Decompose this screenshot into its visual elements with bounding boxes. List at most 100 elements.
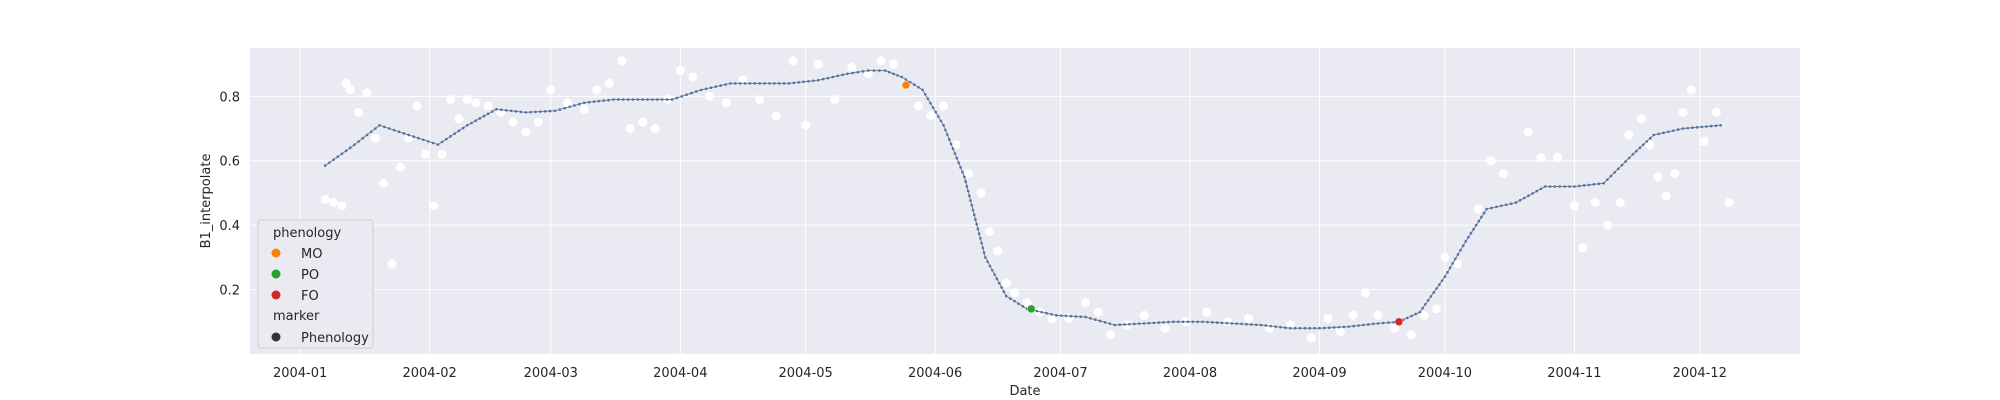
x-tick-label: 2004-08 [1163, 366, 1217, 381]
line-point [763, 82, 766, 85]
line-point [361, 136, 365, 140]
scatter-point [771, 111, 781, 121]
line-point [856, 70, 860, 74]
line-point [812, 79, 815, 83]
line-point [972, 213, 976, 217]
line-point [1303, 326, 1307, 330]
scatter-point [1615, 198, 1625, 208]
line-point [1405, 316, 1409, 320]
line-point [1323, 326, 1326, 330]
scatter-point [1603, 220, 1613, 230]
line-point [500, 108, 503, 112]
line-point [519, 110, 523, 114]
line-point [1681, 127, 1685, 130]
line-point [1440, 279, 1444, 282]
line-point [1631, 152, 1635, 156]
line-point [348, 146, 352, 150]
line-point [563, 106, 567, 110]
scatter-point [1348, 310, 1358, 320]
line-point [568, 105, 571, 109]
scatter-point [1724, 198, 1734, 208]
scatter-point [341, 78, 351, 88]
line-point [407, 133, 411, 137]
line-point [1480, 215, 1483, 219]
line-point [917, 85, 920, 89]
line-point [626, 98, 630, 101]
line-point [957, 161, 961, 165]
line-point [976, 227, 980, 231]
line-point [1103, 321, 1107, 324]
line-point [1414, 312, 1417, 316]
line-point [482, 114, 486, 118]
line-point [397, 130, 401, 134]
line-point [1269, 324, 1273, 328]
line-point [923, 93, 927, 96]
line-point [1657, 132, 1660, 136]
scatter-point [913, 101, 923, 111]
line-point [1308, 326, 1312, 330]
line-point [1352, 324, 1355, 328]
line-point [861, 70, 865, 73]
scatter-point [533, 117, 543, 127]
line-point [534, 110, 537, 114]
scatter-point [617, 56, 627, 66]
scatter-point [395, 162, 405, 172]
scatter-point [1678, 107, 1688, 117]
scatter-point [1285, 320, 1295, 330]
scatter-point [429, 201, 439, 211]
line-point [436, 143, 440, 146]
line-point [1667, 130, 1670, 134]
line-point [1118, 323, 1121, 327]
line-point [607, 98, 610, 102]
line-point [1592, 183, 1596, 186]
line-point [816, 78, 820, 82]
scatter-point [1373, 310, 1383, 320]
line-point [675, 96, 679, 100]
y-tick-label: 0.8 [219, 90, 240, 105]
line-point [966, 189, 970, 193]
scatter-point [387, 259, 397, 269]
scatter-point [625, 124, 635, 134]
line-point [587, 100, 591, 104]
legend-phenology-marker [271, 332, 281, 342]
line-point [1662, 131, 1665, 135]
line-point [1167, 320, 1170, 324]
line-point [1225, 321, 1229, 325]
phenology-point-fo [1394, 317, 1404, 327]
scatter-point [1578, 243, 1588, 253]
line-point [986, 260, 989, 263]
line-point [1451, 262, 1455, 265]
scatter-point [604, 78, 614, 88]
line-point [1064, 314, 1068, 318]
y-tick-label: 0.6 [219, 155, 240, 170]
line-point [1676, 128, 1680, 131]
line-point [1613, 171, 1616, 174]
line-point [963, 175, 966, 179]
line-point [904, 78, 908, 81]
line-point [975, 222, 979, 226]
line-point [1539, 187, 1543, 191]
line-point [1235, 322, 1238, 325]
scatter-point [976, 188, 986, 198]
line-point [841, 73, 844, 77]
line-point [1435, 287, 1438, 290]
scatter-point [876, 56, 886, 66]
scatter-point [813, 59, 823, 69]
line-point [704, 87, 708, 91]
line-point [836, 74, 839, 78]
line-point [1004, 294, 1008, 298]
legend-box [257, 219, 374, 349]
phenology-series [901, 80, 1404, 327]
line-point [1700, 125, 1704, 129]
line-point [1448, 266, 1452, 270]
line-point [970, 203, 974, 207]
line-point [959, 166, 962, 169]
scatter-point [1244, 314, 1254, 324]
scatter-point [546, 85, 556, 95]
x-tick-label: 2004-02 [402, 366, 456, 381]
x-axis-ticks: 2004-01 2004-02 2004-03 2004-04 2004-05 2004-… [273, 366, 1727, 381]
line-point [553, 109, 557, 113]
line-point [1495, 205, 1498, 209]
line-point [1284, 326, 1287, 329]
line-point [1587, 183, 1591, 187]
